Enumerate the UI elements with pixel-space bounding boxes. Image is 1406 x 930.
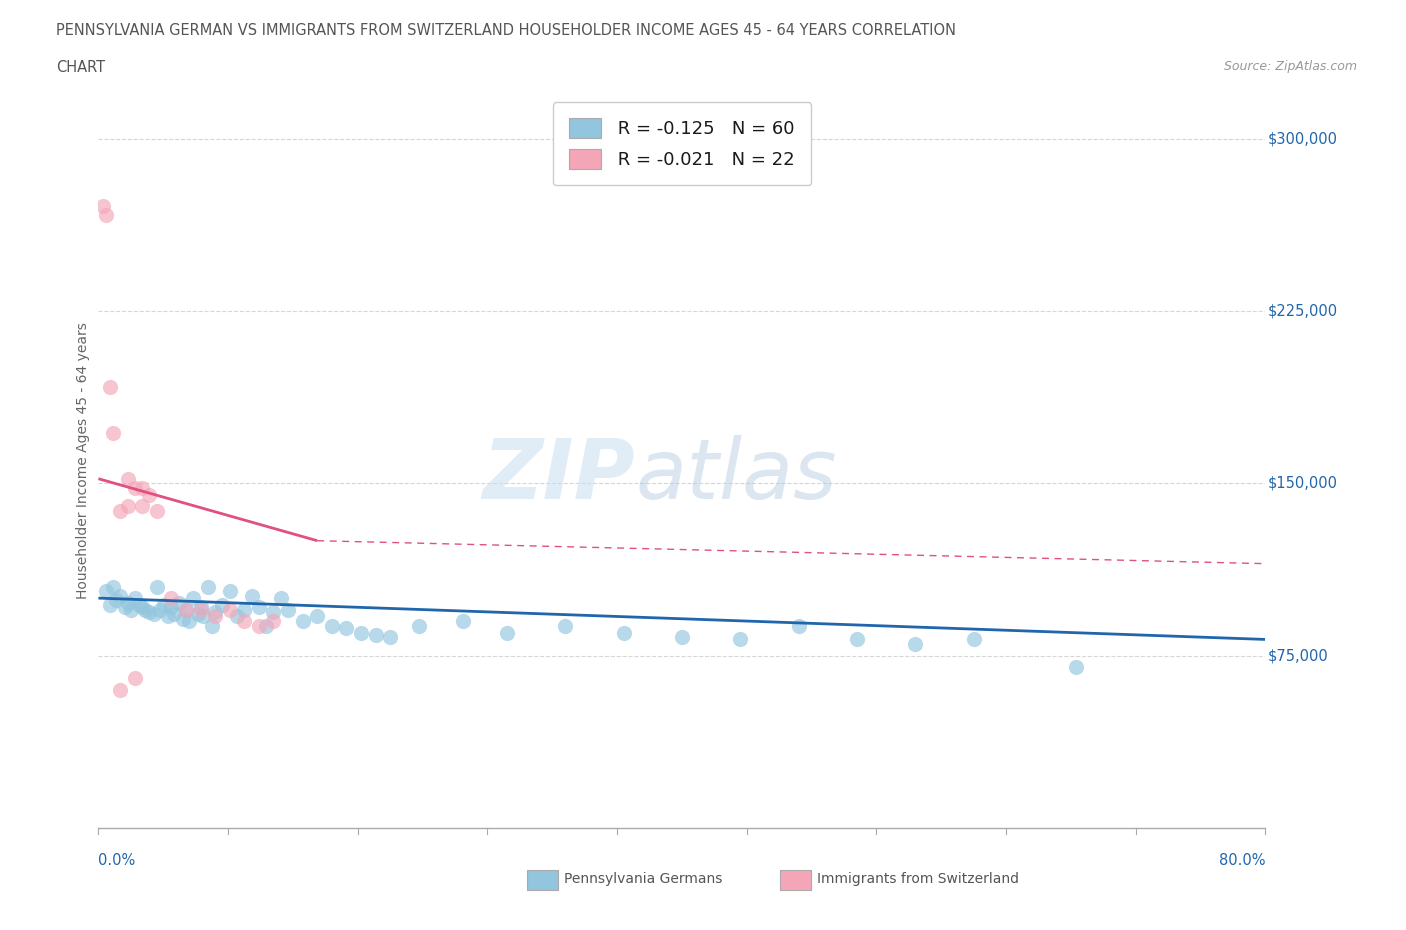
Point <box>845 632 868 647</box>
Point <box>174 602 197 617</box>
Point <box>378 630 402 644</box>
Point <box>730 632 752 647</box>
Point <box>94 207 117 222</box>
Point <box>1064 659 1087 674</box>
Point <box>218 602 240 617</box>
Point <box>277 602 299 617</box>
Point <box>335 620 357 635</box>
Text: Pennsylvania Germans: Pennsylvania Germans <box>564 871 723 886</box>
Point <box>98 379 121 394</box>
Point <box>262 614 284 629</box>
Point <box>94 584 117 599</box>
Point <box>124 671 146 686</box>
Point <box>138 604 160 619</box>
Point <box>157 609 180 624</box>
Point <box>321 618 343 633</box>
Point <box>114 600 136 615</box>
Point <box>247 618 270 633</box>
Point <box>495 625 517 640</box>
Text: 0.0%: 0.0% <box>98 854 135 869</box>
Point <box>233 602 256 617</box>
Point <box>131 600 153 615</box>
Point <box>247 600 270 615</box>
Point <box>262 604 284 619</box>
Point <box>149 602 172 617</box>
Text: PENNSYLVANIA GERMAN VS IMMIGRANTS FROM SWITZERLAND HOUSEHOLDER INCOME AGES 45 - : PENNSYLVANIA GERMAN VS IMMIGRANTS FROM S… <box>56 23 956 38</box>
Point <box>110 683 132 698</box>
Point <box>451 614 474 629</box>
Point <box>187 606 209 621</box>
Point <box>190 600 212 615</box>
Point <box>612 625 634 640</box>
Text: $75,000: $75,000 <box>1268 648 1329 663</box>
Point <box>124 591 146 605</box>
Point <box>138 487 160 502</box>
Point <box>554 618 576 633</box>
Text: ZIP: ZIP <box>482 434 636 515</box>
Point <box>142 606 165 621</box>
Legend:  R = -0.125   N = 60,  R = -0.021   N = 22: R = -0.125 N = 60, R = -0.021 N = 22 <box>553 102 811 185</box>
Text: $300,000: $300,000 <box>1268 131 1337 146</box>
Text: 80.0%: 80.0% <box>1219 854 1265 869</box>
Point <box>204 609 226 624</box>
Text: Source: ZipAtlas.com: Source: ZipAtlas.com <box>1223 60 1357 73</box>
Point <box>307 609 329 624</box>
Point <box>128 598 150 613</box>
Point <box>104 593 127 608</box>
Point <box>962 632 984 647</box>
Point <box>167 595 190 610</box>
Y-axis label: Householder Income Ages 45 - 64 years: Householder Income Ages 45 - 64 years <box>76 322 90 599</box>
Point <box>233 614 256 629</box>
Point <box>270 591 292 605</box>
Point <box>163 606 186 621</box>
Text: CHART: CHART <box>56 60 105 75</box>
Point <box>117 472 139 486</box>
Point <box>172 611 194 626</box>
Point <box>364 628 387 643</box>
Point <box>240 589 263 604</box>
Point <box>787 618 810 633</box>
Point <box>117 595 139 610</box>
Point <box>671 630 693 644</box>
Point <box>190 602 212 617</box>
Point <box>204 604 226 619</box>
Point <box>904 637 927 652</box>
Point <box>124 481 146 496</box>
Point <box>146 503 169 518</box>
Point <box>291 614 314 629</box>
Point <box>197 579 219 594</box>
Point <box>101 425 124 440</box>
Point <box>101 579 124 594</box>
Point <box>117 498 139 513</box>
Point <box>350 625 373 640</box>
Point <box>131 498 153 513</box>
Text: Immigrants from Switzerland: Immigrants from Switzerland <box>817 871 1019 886</box>
Point <box>146 579 169 594</box>
Point <box>193 609 215 624</box>
Point <box>91 198 114 213</box>
Point <box>120 602 142 617</box>
Point <box>160 600 183 615</box>
Point <box>160 591 183 605</box>
Point <box>408 618 430 633</box>
Point <box>98 598 121 613</box>
Text: atlas: atlas <box>636 434 837 515</box>
Point <box>181 591 204 605</box>
Point <box>177 614 200 629</box>
Point <box>110 589 132 604</box>
Point <box>254 618 277 633</box>
Point <box>201 618 224 633</box>
Point <box>218 584 240 599</box>
Text: $225,000: $225,000 <box>1268 303 1339 319</box>
Point <box>174 602 197 617</box>
Point <box>226 609 249 624</box>
Point <box>131 481 153 496</box>
Point <box>153 598 176 613</box>
Text: $150,000: $150,000 <box>1268 476 1337 491</box>
Point <box>134 602 156 617</box>
Point <box>211 598 233 613</box>
Point <box>110 503 132 518</box>
